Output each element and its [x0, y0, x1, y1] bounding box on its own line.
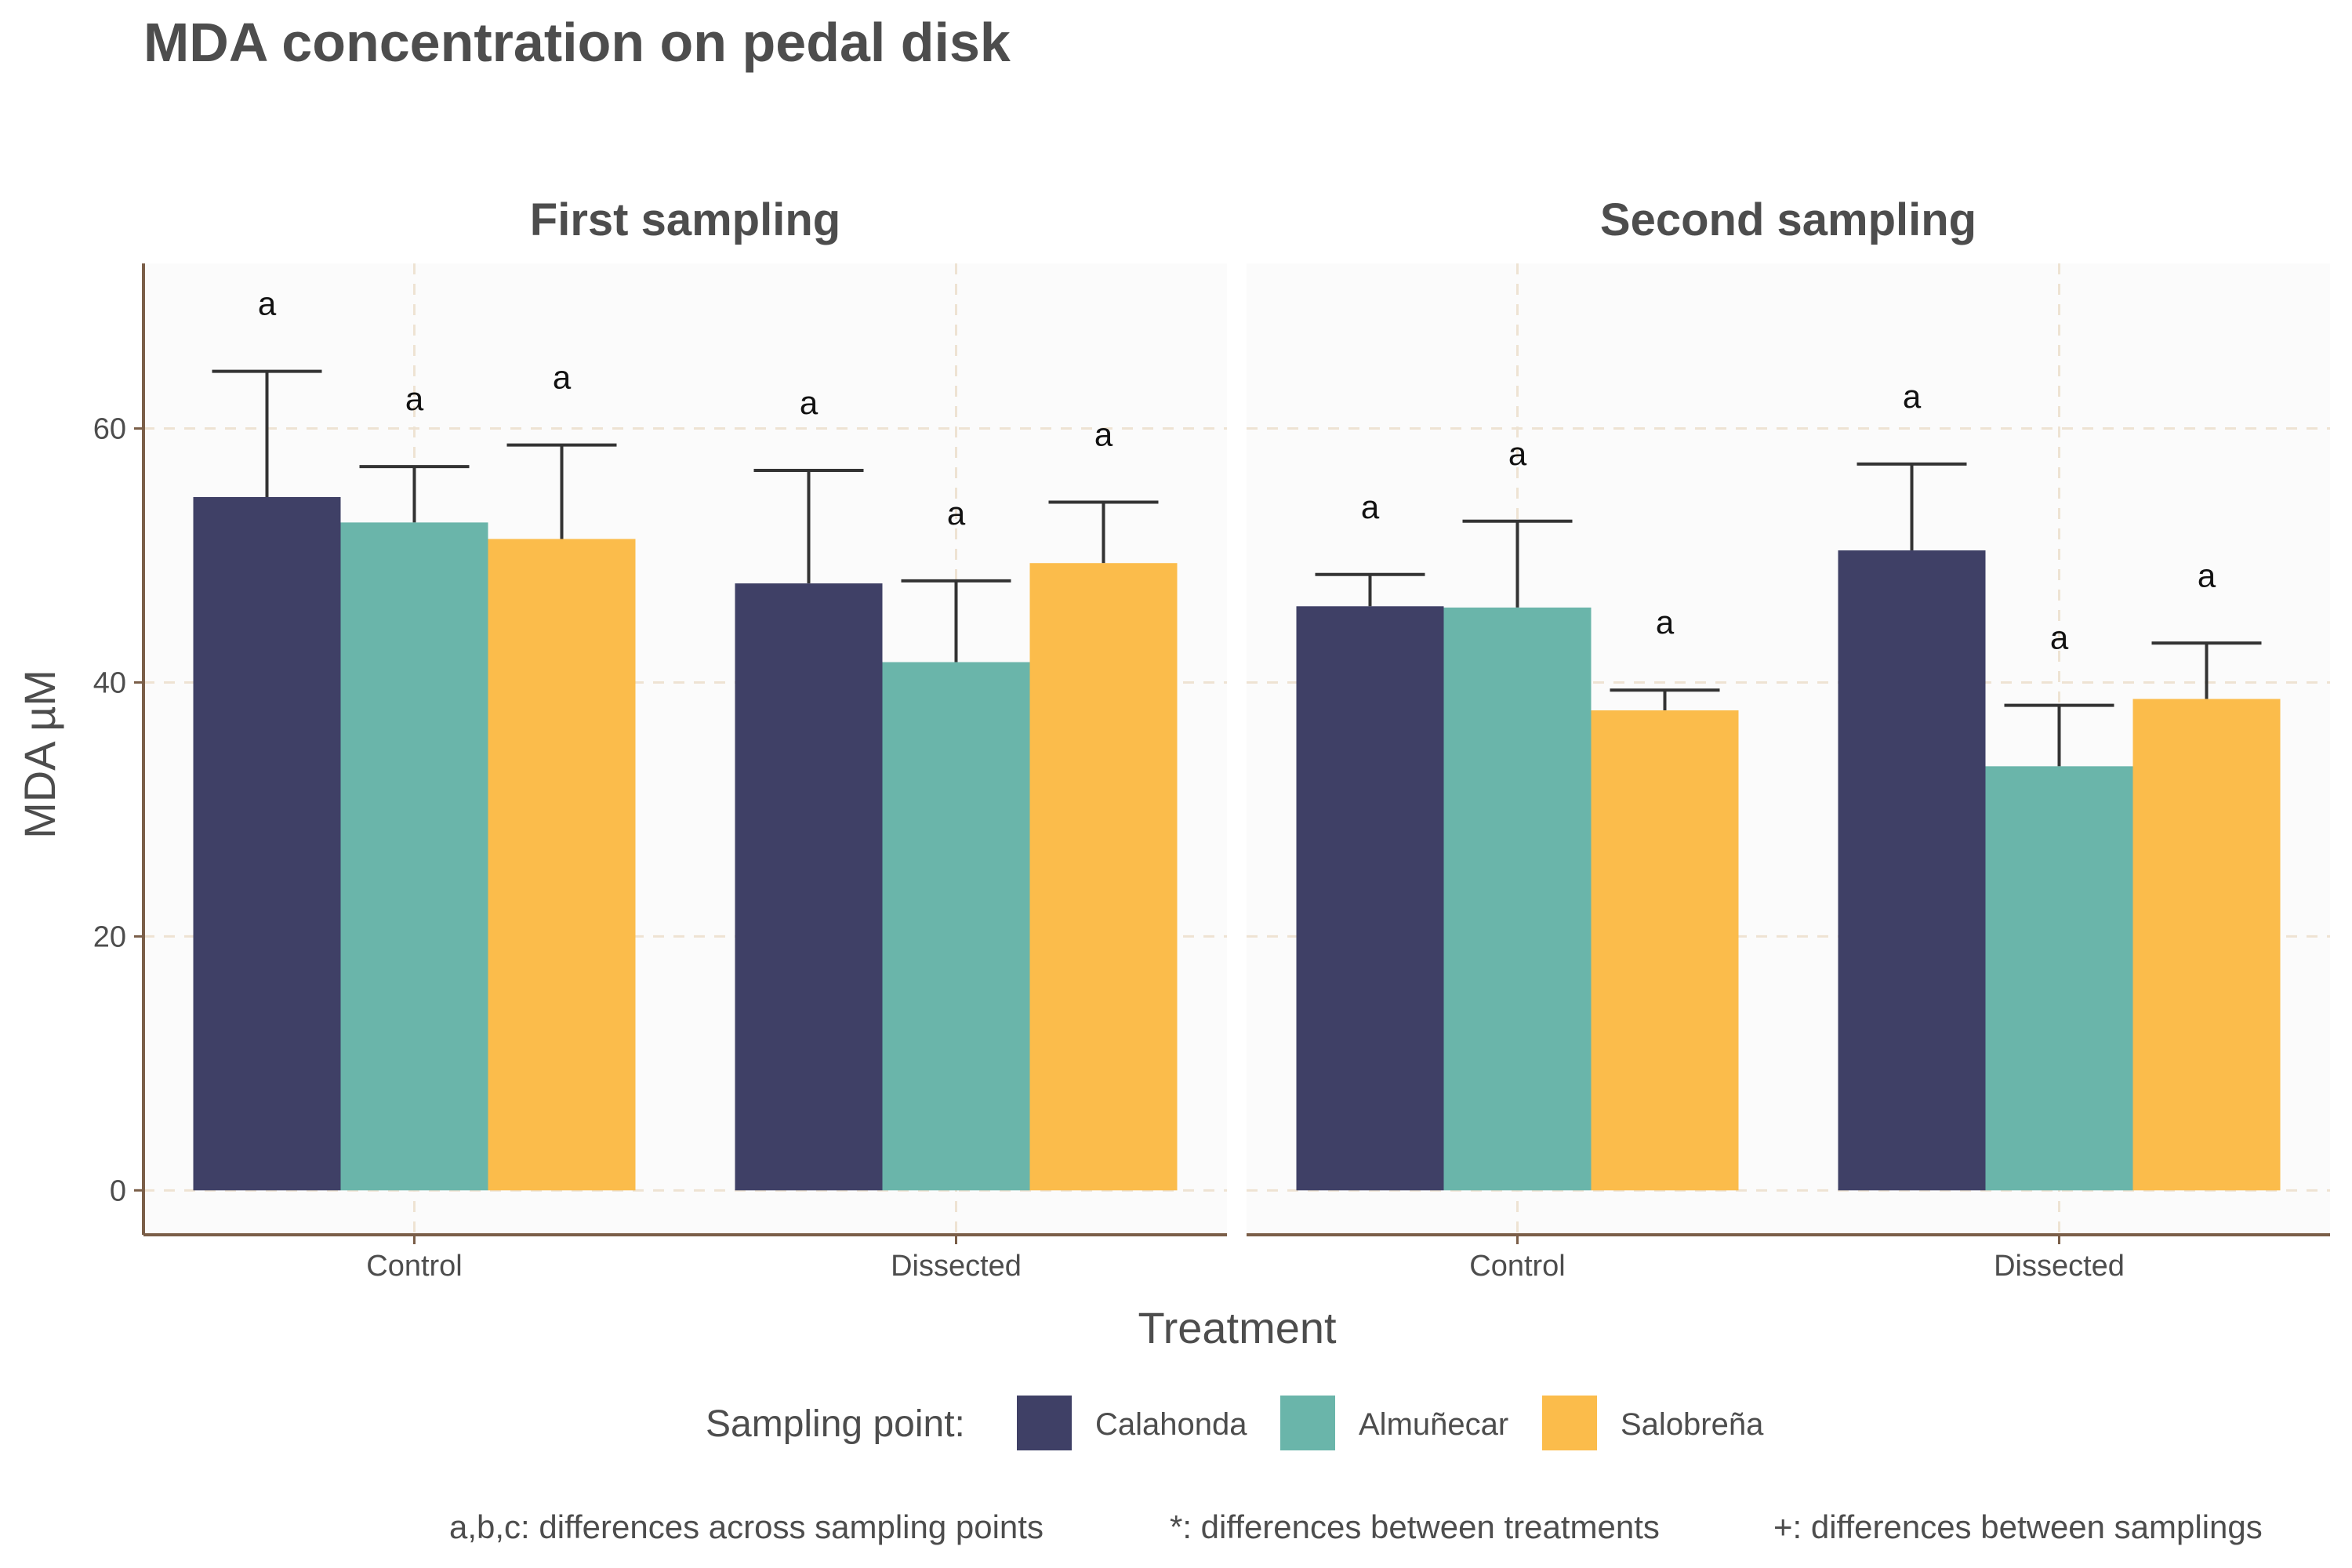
x-tick-label: Control: [1469, 1250, 1566, 1283]
significance-label: a: [1656, 604, 1675, 641]
footnote-samplings: +: differences between samplings: [1773, 1508, 2263, 1545]
bar-salobreña-control: [488, 539, 636, 1191]
significance-label: a: [258, 285, 277, 322]
footnote-treatments: *: differences between treatments: [1170, 1508, 1660, 1545]
legend-key-almuñecar: [1280, 1396, 1335, 1450]
footnote-letters: a,b,c: differences across sampling point…: [449, 1508, 1044, 1545]
significance-label: a: [1508, 435, 1527, 472]
legend-label-almuñecar: Almuñecar: [1359, 1407, 1508, 1442]
facet-title: Second sampling: [1600, 194, 1976, 245]
legend-key-salobreña: [1542, 1396, 1597, 1450]
y-tick-label: 0: [110, 1174, 126, 1207]
significance-label: a: [947, 495, 966, 532]
bar-calahonda-dissected: [1838, 550, 1986, 1191]
x-tick-label: Dissected: [1994, 1250, 2125, 1283]
facet-2: Second sampling a a a a a a Control Dissected: [1247, 194, 2330, 1283]
significance-label: a: [1903, 378, 1922, 415]
y-tick-label: 60: [93, 413, 126, 446]
legend-key-calahonda: [1017, 1396, 1072, 1450]
chart-title: MDA concentration on pedal disk: [143, 12, 1011, 73]
bar-calahonda-control: [193, 497, 341, 1191]
bar-salobreña-dissected: [2132, 699, 2281, 1191]
significance-label: a: [2050, 619, 2069, 656]
bar-almuñecar-control: [1443, 607, 1592, 1191]
bar-calahonda-control: [1296, 606, 1444, 1191]
significance-label: a: [800, 384, 818, 421]
x-axis-title: Treatment: [1138, 1303, 1337, 1352]
bar-salobreña-dissected: [1029, 563, 1178, 1191]
x-tick-label: Dissected: [891, 1250, 1022, 1283]
significance-label: a: [1094, 416, 1113, 452]
legend-title: Sampling point:: [706, 1403, 965, 1445]
y-axis-title: MDA µM: [15, 670, 64, 839]
y-tick-label: 40: [93, 666, 126, 699]
bar-almuñecar-dissected: [1985, 766, 2133, 1191]
legend: Sampling point: Calahonda Almuñecar Salobr…: [706, 1396, 1764, 1450]
footnotes: a,b,c: differences across sampling point…: [449, 1508, 2263, 1545]
significance-label: a: [2198, 557, 2216, 593]
y-axis: 0 20 40 60: [93, 263, 145, 1235]
legend-label-salobreña: Salobreña: [1621, 1407, 1764, 1442]
significance-label: a: [405, 380, 424, 417]
bar-salobreña-control: [1591, 710, 1739, 1191]
facet-title: First sampling: [530, 194, 840, 245]
bar-almuñecar-dissected: [882, 662, 1030, 1191]
x-tick-label: Control: [366, 1250, 463, 1283]
bar-calahonda-dissected: [735, 583, 883, 1191]
facet-1: First sampling a a a a a a Control Dissected: [143, 194, 1227, 1283]
y-tick-label: 20: [93, 920, 126, 953]
bar-almuñecar-control: [340, 522, 488, 1191]
legend-label-calahonda: Calahonda: [1095, 1407, 1247, 1442]
significance-label: a: [1361, 488, 1380, 525]
significance-label: a: [553, 359, 572, 396]
